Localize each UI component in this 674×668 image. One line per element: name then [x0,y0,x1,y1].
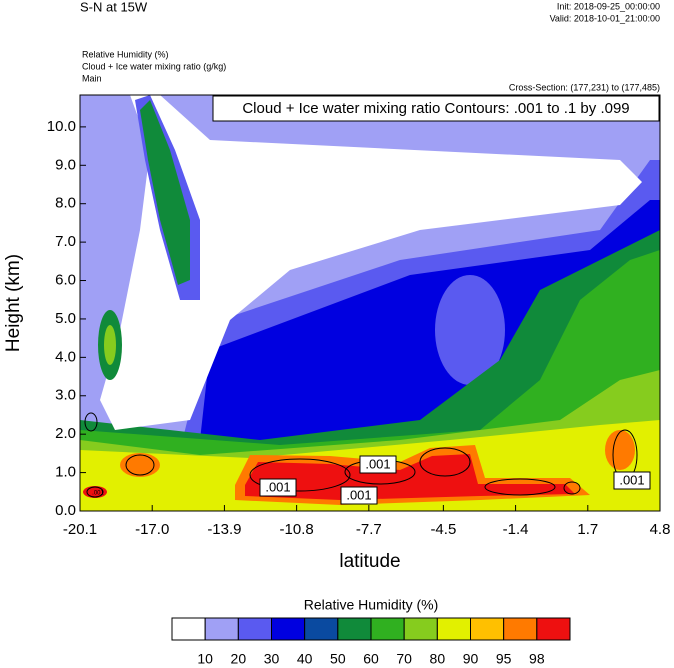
colorbar-box [403,617,438,641]
colorbar-label: 30 [264,651,280,667]
field-fill [120,453,160,477]
colorbar-label: 90 [463,651,479,667]
y-tick-label: 3.0 [55,387,76,404]
x-tick-label: 4.8 [650,521,671,538]
colorbar-label: 10 [197,651,213,667]
contour-field [80,95,660,511]
field-fill [140,100,190,285]
colorbar-box [436,617,472,641]
field-fill [605,430,635,470]
colorbar-label: 50 [330,651,346,667]
field-fill [435,275,505,385]
valid-time: Valid: 2018-10-01_21:00:00 [550,13,660,23]
x-tick-label: -1.4 [503,521,529,538]
plot-frame [79,94,661,512]
contour-label: .001 [365,456,390,471]
x-tick-label: 1.7 [577,521,598,538]
field-fill [100,95,642,430]
y-axis-label: Height (km) [3,254,24,352]
colorbar-box [204,617,239,641]
contour-label: .001 [346,487,371,502]
init-time: Init: 2018-09-25_00:00:00 [557,1,660,11]
colorbar-label: 98 [529,651,545,667]
colorbar-box [503,617,538,641]
contour-label: .001 [265,479,290,494]
colorbar-box [237,617,272,641]
y-tick-label: 8.0 [55,195,76,212]
contour-label-box [259,478,297,497]
colorbar-box [304,617,339,641]
contour-label-box [613,471,651,490]
cross-section: Cross-Section: (177,231) to (177,485) [509,82,660,92]
colorbar-box [271,617,306,641]
contour-label-box [359,455,397,474]
colorbar-box [536,617,571,641]
y-tick-label: 9.0 [55,156,76,173]
colorbar-label: 95 [496,651,512,667]
y-tick-label: 5.0 [55,310,76,327]
colorbar-box [470,617,505,641]
x-tick-label: -17.0 [135,521,169,538]
x-tick-label: -4.5 [430,521,456,538]
x-tick-label: -7.7 [356,521,382,538]
y-tick-label: 1.0 [55,464,76,481]
contour-title-box [212,95,660,122]
colorbar-label: 40 [297,651,313,667]
colorbar-label: 80 [430,651,446,667]
colorbar-title: Relative Humidity (%) [304,597,439,613]
field-name: Relative Humidity (%) [82,49,169,59]
field-fill [80,250,660,470]
field-name: Cloud + Ice water mixing ratio (g/kg) [82,61,226,71]
chart-title: S-N at 15W [80,0,148,14]
y-tick-label: 6.0 [55,271,76,288]
colorbar-label: 70 [396,651,412,667]
x-tick-label: -13.9 [207,521,241,538]
colorbar-label: 20 [231,651,247,667]
y-tick-label: 7.0 [55,233,76,250]
y-tick-label: 2.0 [55,425,76,442]
contour-label: .001 [92,491,104,497]
y-tick-label: 0.0 [55,502,76,519]
contour-label: .001 [619,472,644,487]
y-tick-label: 10.0 [47,118,76,135]
x-tick-label: -20.1 [63,521,97,538]
colorbar-box [337,617,372,641]
field-fill [80,95,130,380]
field-name: Main [82,73,102,83]
x-tick-label: -10.8 [280,521,314,538]
field-fill [104,325,116,365]
contour-title: Cloud + Ice water mixing ratio Contours:… [242,100,629,117]
contour-label-group: .001 .001 .001 .001 .001 [92,455,651,505]
contour-label-box [340,486,378,505]
y-tick-label: 4.0 [55,348,76,365]
x-axis-label: latitude [339,551,400,572]
colorbar-box [370,617,405,641]
colorbar-label: 60 [363,651,379,667]
colorbar-box [171,617,206,641]
